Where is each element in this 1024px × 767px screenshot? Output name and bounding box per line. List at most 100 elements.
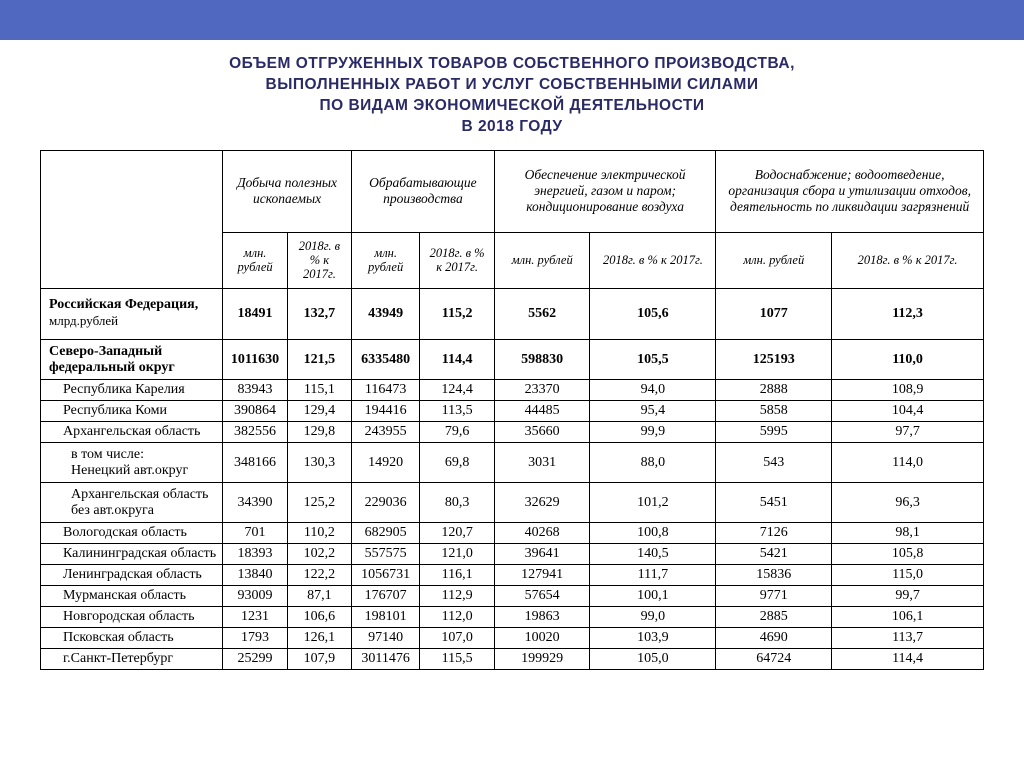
value-cell: 44485 [494,401,590,422]
value-cell: 127941 [494,565,590,586]
value-cell: 121,0 [420,544,495,565]
value-cell: 105,5 [590,340,716,380]
value-cell: 110,0 [832,340,984,380]
value-cell: 96,3 [832,483,984,523]
value-cell: 130,3 [287,443,351,483]
value-cell: 19863 [494,607,590,628]
value-cell: 701 [223,523,288,544]
page-title: ОБЪЕМ ОТГРУЖЕННЫХ ТОВАРОВ СОБСТВЕННОГО П… [0,40,1024,150]
table-row: в том числе:Ненецкий авт.округ348166130,… [41,443,984,483]
table-body: Российская Федерация,млрд.рублей18491132… [41,288,984,670]
region-cell: Северо-Западныйфедеральный округ [41,340,223,380]
region-cell: Архангельская область [41,422,223,443]
table-row: Калининградская область18393102,25575751… [41,544,984,565]
table-row: Ленинградская область13840122,2105673111… [41,565,984,586]
value-cell: 2888 [716,380,832,401]
value-cell: 18491 [223,288,288,340]
value-cell: 103,9 [590,628,716,649]
region-cell: Новгородская область [41,607,223,628]
value-cell: 107,0 [420,628,495,649]
value-cell: 114,4 [832,649,984,670]
value-cell: 43949 [351,288,419,340]
value-cell: 106,1 [832,607,984,628]
value-cell: 129,8 [287,422,351,443]
value-cell: 111,7 [590,565,716,586]
value-cell: 125193 [716,340,832,380]
title-line: ПО ВИДАМ ЭКОНОМИЧЕСКОЙ ДЕЯТЕЛЬНОСТИ [40,96,984,117]
value-cell: 105,0 [590,649,716,670]
value-cell: 543 [716,443,832,483]
value-cell: 1056731 [351,565,419,586]
value-cell: 94,0 [590,380,716,401]
region-cell: Республика Коми [41,401,223,422]
value-cell: 132,7 [287,288,351,340]
value-cell: 5451 [716,483,832,523]
header-row-groups: Добыча полезных ископаемых Обрабатывающи… [41,150,984,232]
sub-header-val: млн. рублей [716,232,832,288]
value-cell: 99,9 [590,422,716,443]
value-cell: 116473 [351,380,419,401]
region-cell: Ленинградская область [41,565,223,586]
value-cell: 1793 [223,628,288,649]
data-table: Добыча полезных ископаемых Обрабатывающи… [40,150,984,671]
value-cell: 198101 [351,607,419,628]
sub-header-val: млн. рублей [351,232,419,288]
region-cell: г.Санкт-Петербург [41,649,223,670]
value-cell: 7126 [716,523,832,544]
table-row: Архангельская областьбез авт.округа34390… [41,483,984,523]
value-cell: 18393 [223,544,288,565]
value-cell: 106,6 [287,607,351,628]
value-cell: 348166 [223,443,288,483]
value-cell: 99,0 [590,607,716,628]
value-cell: 6335480 [351,340,419,380]
value-cell: 1011630 [223,340,288,380]
sub-header-val: млн. рублей [494,232,590,288]
value-cell: 1231 [223,607,288,628]
value-cell: 108,9 [832,380,984,401]
value-cell: 100,8 [590,523,716,544]
region-cell: Псковская область [41,628,223,649]
value-cell: 682905 [351,523,419,544]
value-cell: 4690 [716,628,832,649]
value-cell: 194416 [351,401,419,422]
value-cell: 140,5 [590,544,716,565]
table-row: Новгородская область1231106,6198101112,0… [41,607,984,628]
region-column-header [41,150,223,288]
table-row: Республика Коми390864129,4194416113,5444… [41,401,984,422]
value-cell: 10020 [494,628,590,649]
value-cell: 114,0 [832,443,984,483]
table-row: Вологодская область701110,2682905120,740… [41,523,984,544]
value-cell: 98,1 [832,523,984,544]
district-row: Северо-Западныйфедеральный округ1011630 1… [41,340,984,380]
value-cell: 83943 [223,380,288,401]
table-row: Республика Карелия83943115,1116473124,42… [41,380,984,401]
value-cell: 3011476 [351,649,419,670]
value-cell: 199929 [494,649,590,670]
value-cell: 229036 [351,483,419,523]
value-cell: 115,2 [420,288,495,340]
region-cell: Республика Карелия [41,380,223,401]
region-cell: Мурманская область [41,586,223,607]
value-cell: 129,4 [287,401,351,422]
value-cell: 112,0 [420,607,495,628]
sub-header-val: млн. рублей [223,232,288,288]
value-cell: 557575 [351,544,419,565]
value-cell: 115,5 [420,649,495,670]
value-cell: 80,3 [420,483,495,523]
table-row: г.Санкт-Петербург25299107,93011476115,51… [41,649,984,670]
region-cell: Вологодская область [41,523,223,544]
table-row: Мурманская область9300987,1176707112,957… [41,586,984,607]
group-header: Водоснабжение; водоотведение, организаци… [716,150,984,232]
sub-header-pct: 2018г. в % к 2017г. [832,232,984,288]
value-cell: 124,4 [420,380,495,401]
value-cell: 122,2 [287,565,351,586]
value-cell: 105,8 [832,544,984,565]
value-cell: 113,7 [832,628,984,649]
table-row: Архангельская область382556129,824395579… [41,422,984,443]
group-header: Обеспечение электрической энергией, газо… [494,150,715,232]
value-cell: 15836 [716,565,832,586]
value-cell: 25299 [223,649,288,670]
value-cell: 104,4 [832,401,984,422]
value-cell: 79,6 [420,422,495,443]
value-cell: 39641 [494,544,590,565]
